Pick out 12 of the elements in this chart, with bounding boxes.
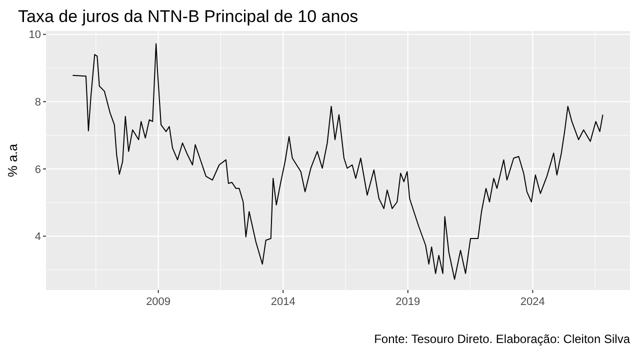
source-note: Fonte: Tesouro Direto. Elaboração: Cleiton Silva (374, 332, 630, 346)
x-tick-label: 2009 (146, 296, 171, 308)
y-tick-label: 10 (28, 29, 41, 42)
y-tick-label: 6 (34, 164, 41, 176)
x-tick-label: 2024 (520, 296, 545, 308)
y-tick-label: 4 (34, 231, 41, 244)
y-axis-title: % a.a (5, 143, 20, 178)
x-tick-label: 2019 (396, 296, 420, 308)
y-tick-label: 8 (34, 96, 41, 108)
chart-title: Taxa de juros da NTN-B Principal de 10 anos (18, 7, 358, 26)
line-series (72, 43, 604, 280)
x-tick-label: 2014 (270, 296, 296, 308)
